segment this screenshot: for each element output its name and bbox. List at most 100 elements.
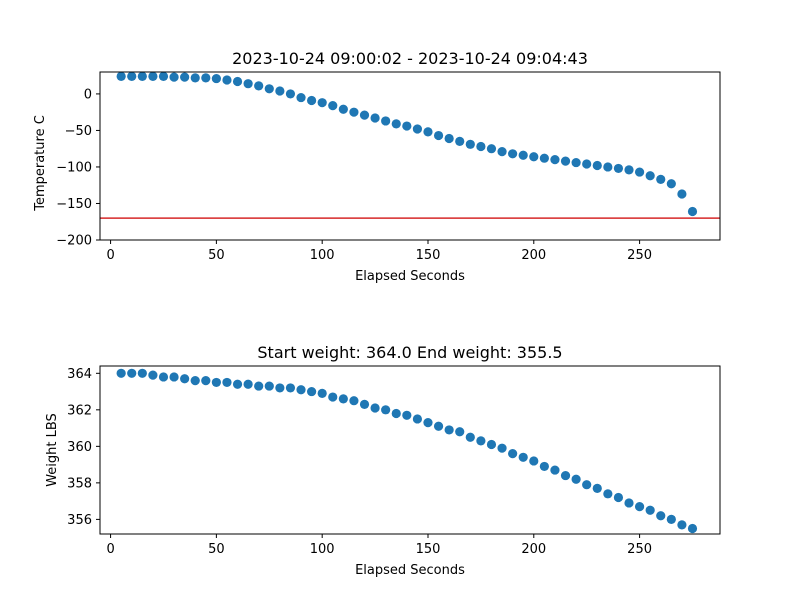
temperature-y-tick-label: −150 bbox=[56, 197, 92, 212]
temperature-data-point bbox=[476, 141, 486, 152]
temperature-data-point bbox=[264, 84, 274, 94]
weight-data-point bbox=[116, 368, 126, 378]
temperature-data-point bbox=[444, 133, 454, 144]
temperature-data-point bbox=[116, 71, 126, 81]
weight-x-ticks: 0 50 100 150 200 250 bbox=[106, 534, 652, 557]
weight-data-point bbox=[370, 403, 380, 413]
weight-data-point bbox=[571, 474, 581, 484]
temperature-data-point bbox=[508, 149, 518, 159]
temperature-y-tick-label: −100 bbox=[56, 160, 92, 175]
temperature-data-point bbox=[317, 98, 327, 108]
weight-data-point bbox=[317, 388, 327, 398]
temperature-x-tick-label: 250 bbox=[627, 248, 652, 263]
temperature-data-point bbox=[656, 174, 666, 184]
weight-panel: Start weight: 364.0 End weight: 355.5 0 5… bbox=[45, 343, 721, 578]
temperature-data-point bbox=[391, 119, 401, 129]
weight-x-tick-label: 100 bbox=[310, 542, 335, 557]
temperature-data-point bbox=[423, 127, 433, 137]
weight-data-point bbox=[518, 452, 528, 462]
temperature-data-point bbox=[412, 124, 423, 134]
weight-data-point bbox=[613, 492, 624, 503]
temperature-data-point bbox=[550, 155, 560, 165]
temperature-data-point bbox=[222, 75, 232, 85]
temperature-data-point bbox=[180, 72, 190, 82]
weight-x-tick-label: 50 bbox=[208, 542, 225, 557]
weight-data-point bbox=[486, 439, 497, 450]
temperature-data-point bbox=[529, 152, 539, 162]
temperature-data-point bbox=[465, 139, 475, 149]
temperature-y-axis-label: Temperature C bbox=[33, 115, 48, 212]
weight-data-point bbox=[624, 498, 634, 508]
weight-y-tick-label: 360 bbox=[67, 440, 92, 455]
temperature-data-point bbox=[603, 162, 613, 172]
temperature-data-point bbox=[370, 113, 380, 123]
weight-data-point bbox=[232, 379, 243, 389]
weight-data-point bbox=[190, 376, 200, 386]
weight-chart-title: Start weight: 364.0 End weight: 355.5 bbox=[257, 343, 562, 362]
weight-data-point bbox=[349, 396, 359, 406]
weight-x-tick-label: 250 bbox=[627, 542, 652, 557]
temperature-x-tick-label: 200 bbox=[521, 248, 546, 263]
weight-data-point bbox=[359, 399, 370, 409]
temperature-data-point bbox=[613, 163, 624, 174]
weight-x-tick-label: 150 bbox=[416, 542, 441, 557]
temperature-data-point bbox=[285, 89, 296, 99]
temperature-data-point bbox=[624, 165, 634, 175]
temperature-data-point bbox=[201, 73, 211, 83]
weight-data-point bbox=[582, 480, 592, 490]
weight-data-point bbox=[529, 456, 539, 466]
temperature-plot-area bbox=[100, 71, 720, 219]
weight-data-point bbox=[497, 443, 507, 453]
temperature-data-point bbox=[190, 73, 200, 83]
temperature-data-point bbox=[677, 189, 687, 199]
temperature-data-point bbox=[243, 79, 253, 89]
temperature-panel: 2023-10-24 09:00:02 - 2023-10-24 09:04:4… bbox=[33, 49, 721, 284]
weight-data-point bbox=[137, 368, 147, 378]
temperature-data-point bbox=[232, 76, 243, 87]
weight-data-point bbox=[656, 511, 666, 521]
weight-data-point bbox=[381, 405, 391, 415]
weight-y-tick-label: 356 bbox=[67, 513, 92, 528]
weight-data-point bbox=[508, 449, 518, 459]
temperature-data-point bbox=[328, 101, 338, 111]
weight-data-point bbox=[634, 502, 645, 512]
weight-data-point bbox=[243, 379, 253, 389]
temperature-y-ticks: −200 −150 −100 −50 0 bbox=[56, 87, 100, 249]
temperature-x-axis-label: Elapsed Seconds bbox=[355, 269, 465, 284]
temperature-y-tick-label: −200 bbox=[56, 234, 92, 249]
temperature-data-point bbox=[402, 121, 412, 131]
weight-data-point bbox=[201, 376, 211, 386]
weight-data-point bbox=[412, 414, 423, 424]
temperature-data-point bbox=[497, 147, 507, 157]
temperature-data-point bbox=[148, 71, 158, 81]
weight-data-point bbox=[222, 377, 232, 388]
weight-data-point bbox=[328, 392, 338, 402]
weight-y-tick-label: 362 bbox=[67, 403, 92, 418]
temperature-data-point bbox=[338, 104, 348, 114]
weight-data-point bbox=[275, 383, 285, 393]
temperature-x-tick-label: 50 bbox=[208, 248, 225, 263]
weight-data-point bbox=[169, 372, 179, 382]
weight-data-point bbox=[444, 425, 454, 435]
weight-data-point bbox=[296, 385, 306, 395]
weight-data-point bbox=[254, 381, 264, 391]
temperature-data-point bbox=[592, 160, 602, 171]
weight-data-point bbox=[211, 377, 221, 388]
weight-data-point bbox=[560, 470, 571, 481]
temperature-data-point bbox=[349, 107, 359, 117]
weight-data-point bbox=[433, 421, 444, 431]
temperature-data-point bbox=[127, 71, 137, 81]
weight-y-tick-label: 364 bbox=[67, 367, 92, 382]
weight-data-point bbox=[476, 436, 486, 446]
weight-y-tick-label: 358 bbox=[67, 476, 92, 491]
weight-data-point bbox=[338, 394, 348, 404]
temperature-data-point bbox=[455, 136, 465, 146]
weight-data-point bbox=[550, 465, 560, 475]
temperature-data-point bbox=[307, 95, 317, 106]
weight-data-point bbox=[603, 489, 613, 499]
weight-data-point bbox=[148, 370, 158, 380]
weight-data-point bbox=[423, 418, 433, 428]
temperature-x-tick-label: 100 bbox=[310, 248, 335, 263]
temperature-data-point bbox=[634, 167, 645, 177]
